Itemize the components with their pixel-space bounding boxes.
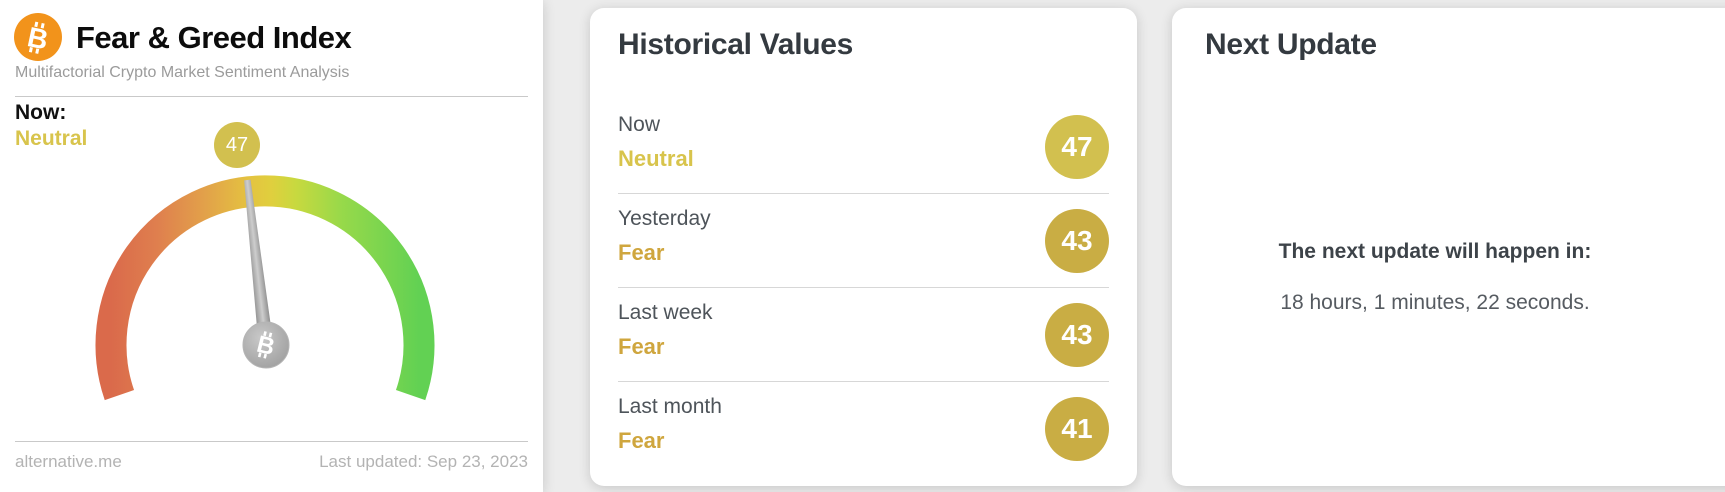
- history-period-label: Yesterday: [618, 207, 711, 230]
- history-row: Last week Fear 43: [618, 288, 1109, 382]
- now-label: Now:: [15, 101, 67, 124]
- countdown-block: The next update will happen in: 18 hours…: [1235, 238, 1635, 317]
- countdown-value: 18 hours, 1 minutes, 22 seconds.: [1280, 291, 1590, 314]
- history-value-badge: 43: [1045, 208, 1109, 273]
- history-sentiment: Fear: [618, 240, 665, 265]
- page-title: Fear & Greed Index: [76, 20, 352, 55]
- gauge-arc: [95, 175, 435, 401]
- history-row: Now Neutral 47: [618, 100, 1109, 194]
- history-value-badge: 41: [1045, 397, 1109, 461]
- last-updated: Last updated: Sep 23, 2023: [319, 452, 528, 471]
- bitcoin-pivot-icon: B: [254, 331, 277, 361]
- history-rows: Now Neutral 47 Yesterday Fear 43 Last we…: [618, 100, 1109, 476]
- bitcoin-icon: B: [14, 13, 62, 61]
- historical-values-card: Historical Values Now Neutral 47 Yesterd…: [590, 8, 1137, 486]
- history-period-label: Last week: [618, 301, 713, 324]
- history-sentiment: Neutral: [618, 146, 694, 171]
- card-title: Next Update: [1205, 28, 1377, 61]
- history-period-label: Now: [618, 113, 661, 136]
- history-sentiment: Fear: [618, 334, 665, 359]
- subtitle: Multifactorial Crypto Market Sentiment A…: [15, 64, 350, 81]
- countdown-label: The next update will happen in:: [1278, 240, 1592, 263]
- gauge-card-footer: alternative.me Last updated: Sep 23, 202…: [15, 452, 528, 472]
- divider: [15, 441, 528, 442]
- divider: [15, 96, 528, 97]
- card-title: Historical Values: [618, 28, 854, 61]
- source-link[interactable]: alternative.me: [15, 452, 122, 471]
- gauge-card: B Fear & Greed Index Multifactorial Cryp…: [0, 0, 543, 492]
- gauge-chart: B: [95, 175, 435, 401]
- history-sentiment: Fear: [618, 428, 665, 453]
- next-update-card: Next Update The next update will happen …: [1172, 8, 1725, 486]
- now-sentiment: Neutral: [15, 127, 88, 150]
- gauge-needle: [244, 179, 274, 348]
- history-value-badge: 43: [1045, 302, 1109, 367]
- current-value-badge: 47: [214, 122, 260, 168]
- history-value-badge: 47: [1045, 114, 1109, 179]
- gauge-pivot: [242, 321, 290, 369]
- history-row: Yesterday Fear 43: [618, 194, 1109, 288]
- history-row: Last month Fear 41: [618, 382, 1109, 476]
- history-period-label: Last month: [618, 395, 722, 418]
